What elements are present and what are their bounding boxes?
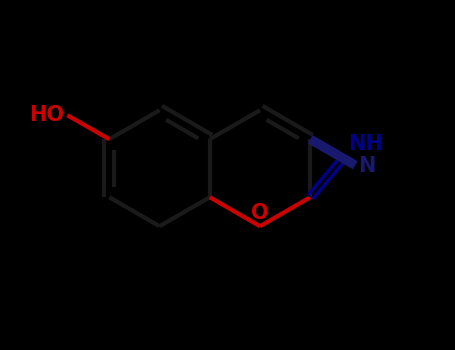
Text: NH: NH <box>348 134 382 154</box>
Text: HO: HO <box>29 105 64 125</box>
Text: O: O <box>251 203 269 223</box>
Text: N: N <box>358 156 376 176</box>
